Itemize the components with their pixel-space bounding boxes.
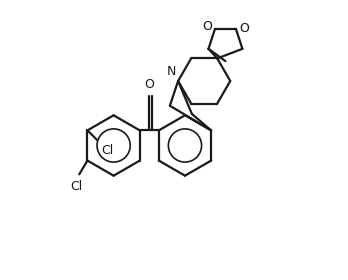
Text: O: O	[239, 22, 249, 35]
Text: Cl: Cl	[70, 180, 82, 193]
Text: O: O	[144, 78, 154, 91]
Text: O: O	[201, 20, 212, 33]
Text: O: O	[239, 22, 249, 35]
Text: N: N	[167, 65, 176, 78]
Text: O: O	[239, 22, 250, 35]
Text: Cl: Cl	[101, 144, 113, 157]
Text: O: O	[202, 20, 212, 33]
Text: O: O	[202, 20, 212, 33]
